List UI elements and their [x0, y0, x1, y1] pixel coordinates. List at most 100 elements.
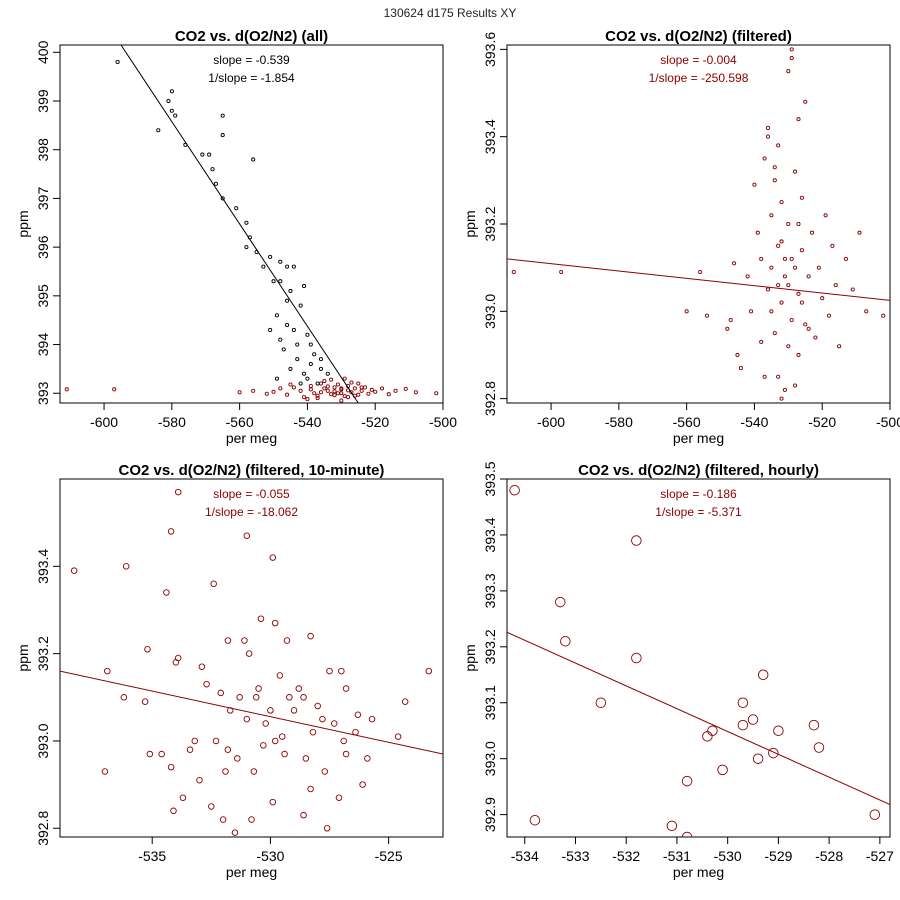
data-point-filtered [765, 125, 771, 131]
data-point-filtered [373, 389, 378, 394]
data-point-hourly [509, 484, 520, 496]
data-point-10-minute [342, 750, 350, 758]
data-point-10-minute [401, 698, 409, 705]
data-point-filtered [346, 395, 351, 400]
fit-line [507, 631, 890, 806]
data-point-all [278, 259, 283, 264]
data-point-hourly [808, 719, 820, 731]
data-point-filtered [339, 391, 344, 396]
data-point-all [312, 352, 317, 357]
data-point-all [244, 220, 249, 225]
data-point-10-minute [278, 733, 286, 740]
data-point-filtered [271, 389, 276, 394]
data-point-all [169, 89, 174, 94]
data-point-filtered [318, 381, 324, 386]
data-point-all [288, 288, 293, 294]
data-point-filtered [251, 388, 256, 393]
data-point-filtered [806, 274, 811, 279]
plot-title: CO2 vs. d(O2/N2) (all) [175, 28, 328, 45]
data-point-hourly [560, 635, 571, 647]
x-tick-label: -600 [537, 414, 565, 430]
data-point-10-minute [170, 807, 177, 815]
data-point-filtered [762, 374, 767, 379]
data-point-10-minute [255, 685, 262, 692]
data-point-all [308, 361, 313, 367]
data-point-filtered [799, 300, 804, 305]
data-point-all [298, 303, 303, 308]
data-point-filtered [434, 391, 439, 396]
data-point-filtered [325, 384, 330, 389]
data-point-all [305, 332, 310, 337]
x-tick-label: -535 [138, 848, 166, 864]
inverse-slope-annotation: 1/slope = -250.598 [649, 71, 749, 85]
data-point-filtered [511, 269, 516, 275]
data-point-10-minute [141, 698, 149, 705]
x-tick-label: -560 [226, 414, 254, 430]
data-point-10-minute [330, 720, 338, 727]
panel-filtered: CO2 vs. d(O2/N2) (filtered) -600 -580 -560 -… [462, 28, 900, 446]
x-tick-label: -531 [663, 848, 691, 864]
data-point-10-minute [260, 742, 267, 749]
data-point-10-minute [222, 768, 229, 775]
y-tick-label: 397 [35, 187, 51, 211]
data-point-hourly [747, 714, 759, 725]
data-point-all [305, 376, 310, 381]
x-tick-label: -529 [764, 848, 792, 864]
data-point-filtered [806, 326, 811, 331]
data-point-filtered [366, 391, 371, 396]
plot-frame [506, 478, 891, 838]
fit-line [507, 258, 890, 301]
data-point-10-minute [196, 776, 203, 784]
y-tick-label: 393.4 [35, 549, 51, 584]
plot-frame [59, 44, 444, 404]
data-point-all [156, 128, 161, 133]
data-point-hourly [529, 814, 541, 826]
x-tick-label: -520 [808, 414, 836, 430]
data-point-10-minute [101, 768, 109, 775]
data-point-filtered [339, 386, 344, 391]
data-point-filtered [776, 374, 781, 379]
data-point-filtered [796, 117, 801, 122]
data-point-10-minute [245, 650, 253, 657]
data-point-filtered [793, 265, 798, 270]
panel-filtered-10-minute: CO2 vs. d(O2/N2) (filtered, 10-minute) -5… [15, 462, 444, 880]
data-point-filtered [393, 388, 398, 393]
data-point-hourly [773, 725, 784, 736]
data-point-10-minute [174, 654, 182, 662]
data-point-filtered [786, 221, 791, 227]
data-point-filtered [698, 269, 703, 275]
y-tick-label: 393.0 [482, 294, 498, 329]
data-point-hourly [555, 596, 566, 608]
data-point-10-minute [267, 707, 274, 714]
data-point-10-minute [186, 746, 194, 753]
slope-annotation: slope = -0.004 [660, 53, 737, 67]
data-point-hourly [869, 809, 881, 820]
data-point-filtered [782, 274, 787, 279]
data-point-10-minute [326, 667, 333, 675]
data-point-filtered [386, 392, 391, 397]
data-point-10-minute [122, 563, 130, 570]
data-point-filtered [315, 396, 320, 401]
data-point-all [325, 371, 330, 376]
data-point-filtered [356, 381, 361, 386]
data-point-filtered [684, 309, 689, 314]
x-tick-label: -530 [714, 848, 742, 864]
data-point-filtered [759, 256, 764, 261]
data-point-filtered [322, 379, 327, 384]
inverse-slope-annotation: 1/slope = -5.371 [655, 505, 742, 519]
data-point-10-minute [302, 755, 310, 762]
data-point-10-minute [212, 737, 220, 745]
data-point-filtered [796, 221, 801, 227]
data-point-all [268, 327, 273, 332]
y-tick-label: 393.4 [482, 517, 498, 552]
data-point-all [285, 264, 290, 269]
data-point-filtered [315, 393, 320, 398]
data-point-10-minute [236, 694, 243, 701]
data-point-filtered [332, 385, 337, 390]
data-point-filtered [359, 385, 364, 390]
data-point-filtered [748, 309, 754, 314]
data-point-filtered [291, 385, 296, 390]
data-point-filtered [809, 230, 815, 235]
panel-filtered-hourly: CO2 vs. d(O2/N2) (filtered, hourly) -534 -… [462, 461, 894, 880]
data-point-10-minute [167, 528, 175, 535]
